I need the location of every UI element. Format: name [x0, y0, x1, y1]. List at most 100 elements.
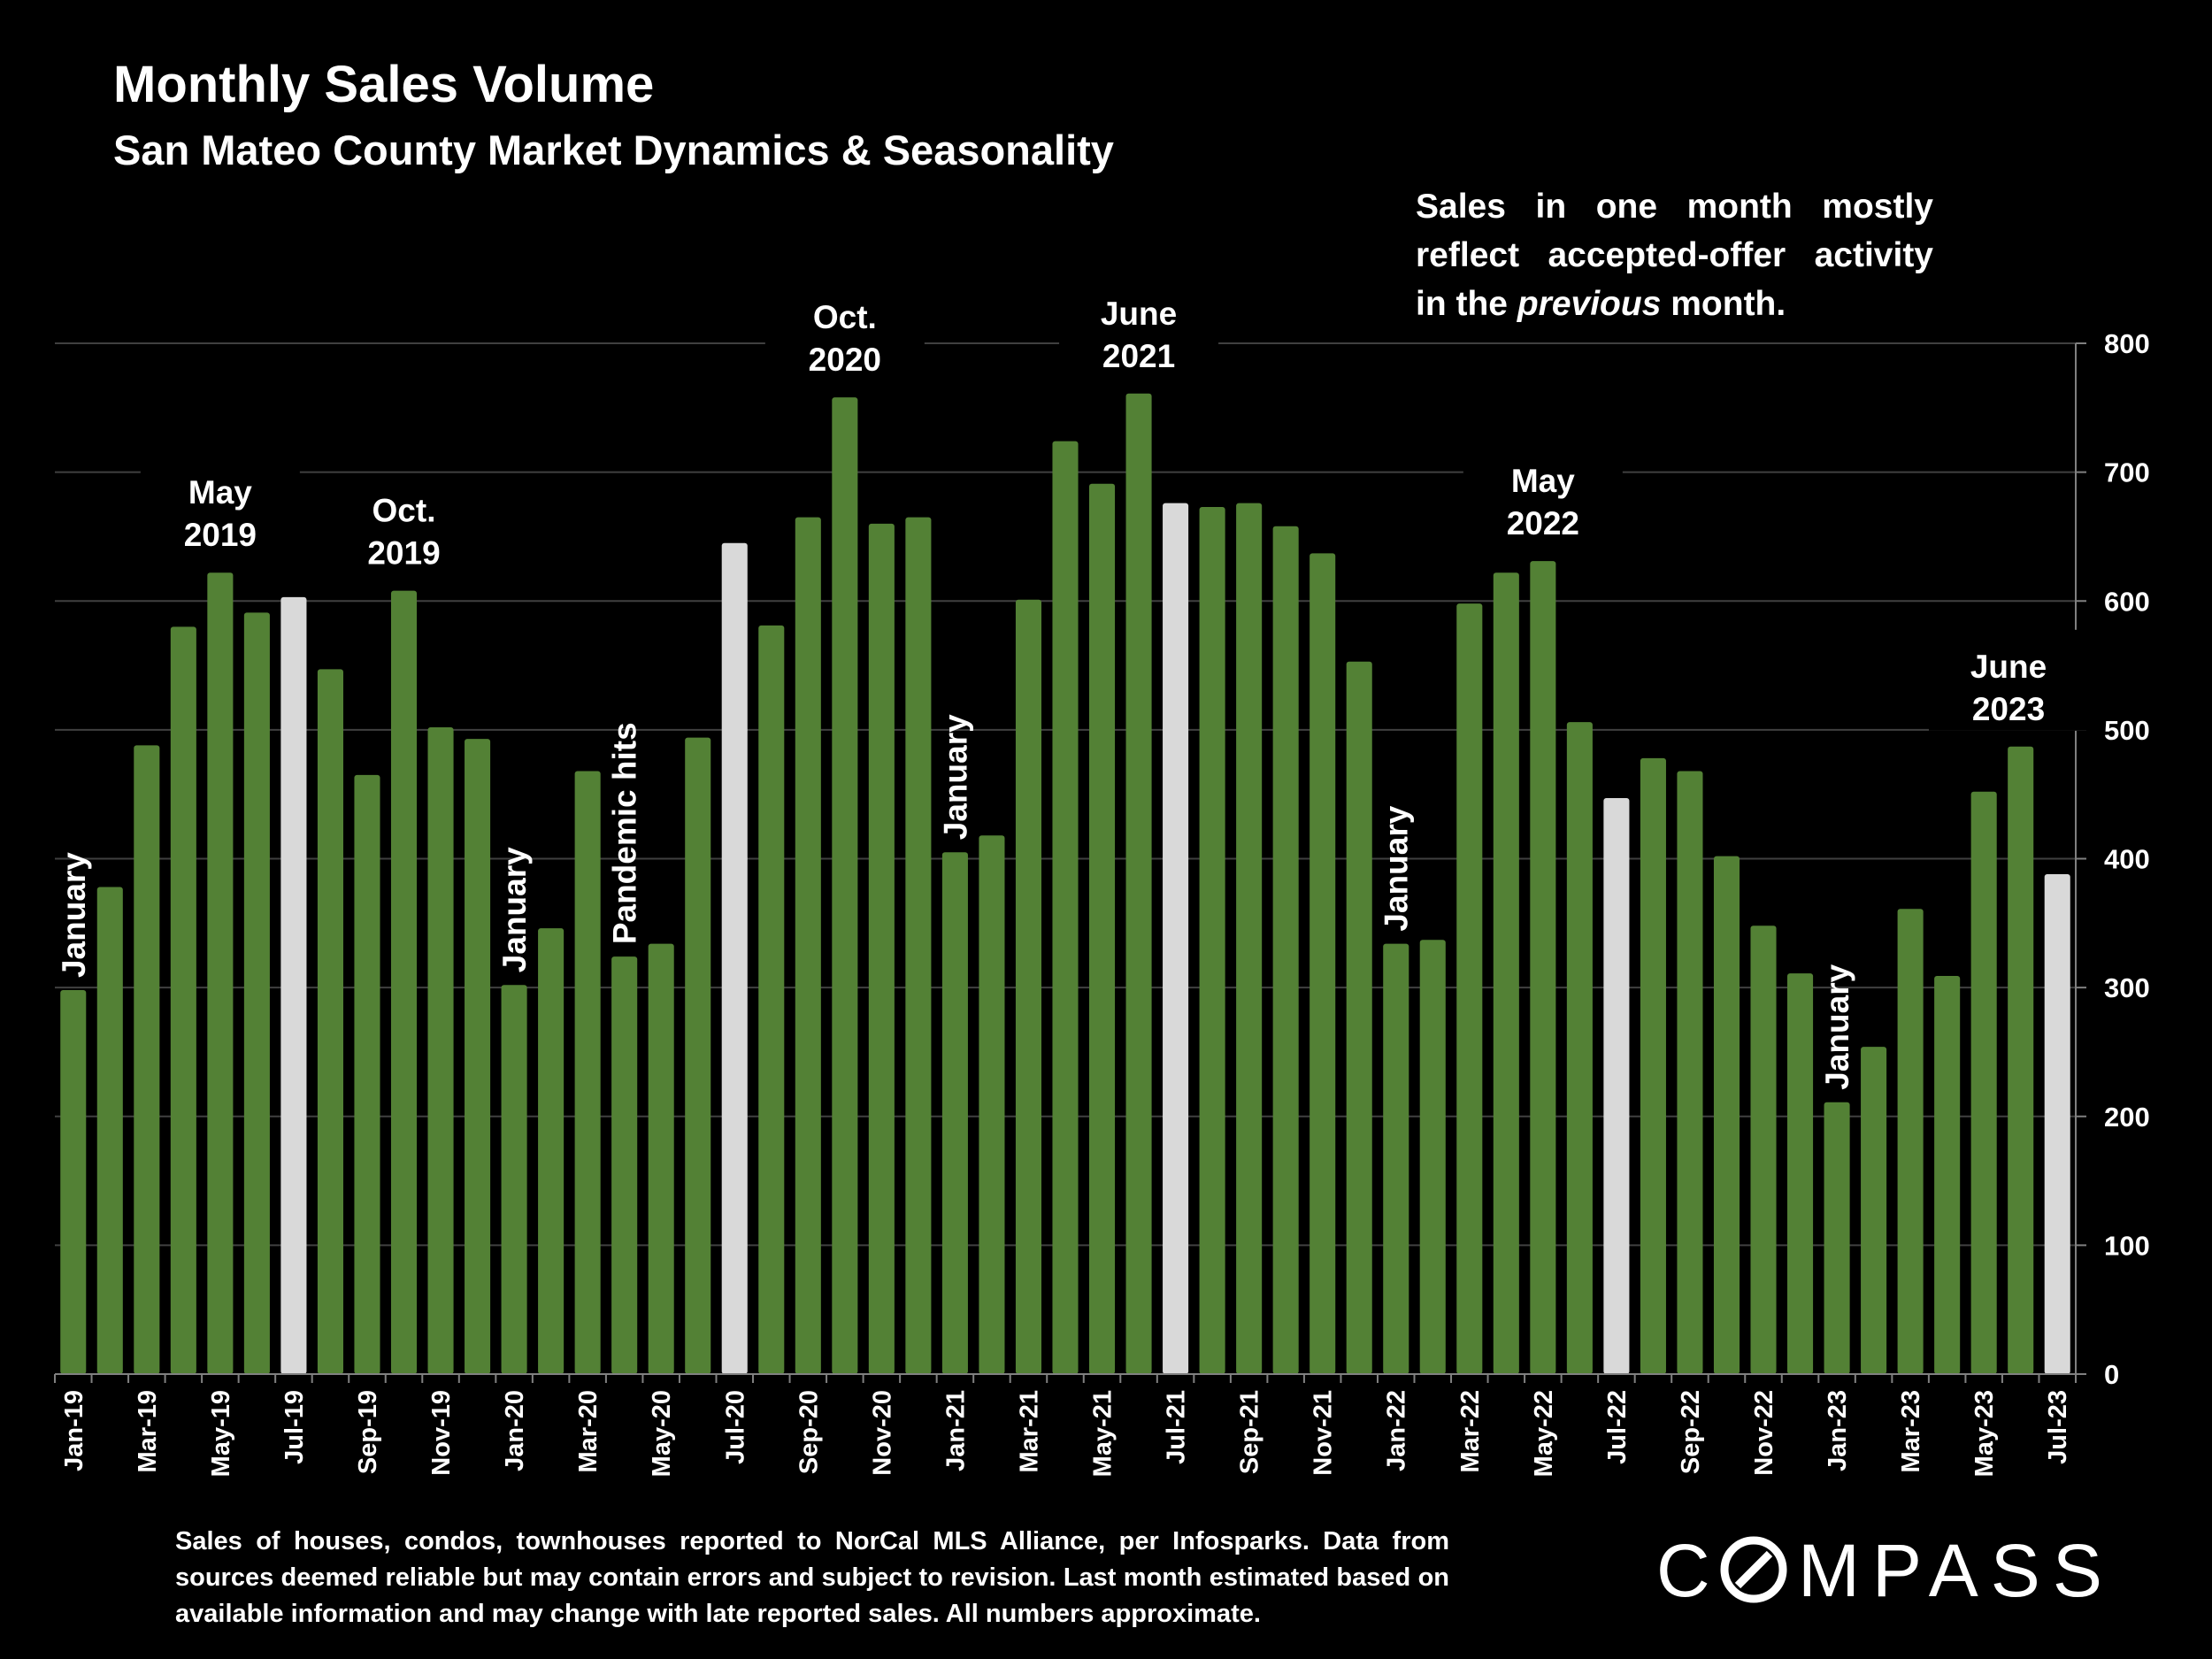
x-tick-label: Jul-20	[721, 1390, 749, 1464]
y-tick-label: 0	[2104, 1359, 2119, 1390]
annotations: January May 2019 Oct. 2019 January Pandemic hi…	[56, 276, 2088, 1090]
bar	[243, 612, 270, 1374]
annotation-backing	[1463, 444, 1623, 546]
y-tick-label: 700	[2104, 457, 2150, 488]
bar	[1383, 943, 1409, 1374]
x-tick-label: Jan-22	[1383, 1390, 1411, 1471]
bar	[60, 990, 87, 1374]
bar	[868, 523, 895, 1374]
chart-subtitle: San Mateo County Market Dynamics & Seaso…	[113, 127, 1114, 173]
bar	[941, 852, 968, 1374]
source-footnote: Sales of houses, condos, townhouses repo…	[175, 1527, 1449, 1628]
x-tick-label: Nov-22	[1750, 1390, 1778, 1476]
bar	[1125, 393, 1152, 1375]
annotation-backing	[764, 280, 925, 382]
annotation-label: Oct.	[813, 299, 877, 335]
y-tick-label: 300	[2104, 972, 2150, 1003]
x-tick-label: Nov-19	[427, 1390, 456, 1476]
bar	[96, 887, 123, 1374]
y-tick-label: 500	[2104, 715, 2150, 746]
bar	[1052, 441, 1079, 1374]
x-tick-label: Jul-23	[2044, 1390, 2072, 1464]
annotation-label: Pandemic hits	[607, 722, 643, 944]
bar	[1824, 1102, 1850, 1374]
bar	[317, 669, 343, 1374]
bar-highlighted	[2044, 873, 2070, 1374]
annotation-label: May	[1511, 463, 1575, 499]
x-tick-label: Mar-20	[574, 1390, 603, 1473]
bar	[134, 745, 160, 1374]
bar-highlighted	[280, 596, 307, 1374]
x-tick-label: Jul-22	[1603, 1390, 1632, 1464]
bar	[1530, 561, 1556, 1374]
bar	[1015, 599, 1042, 1374]
bar	[501, 985, 527, 1374]
bar	[1677, 771, 1703, 1374]
bar	[1640, 757, 1666, 1374]
axes	[54, 342, 2086, 1383]
y-tick-label: 200	[2104, 1102, 2150, 1133]
bar	[1787, 973, 1814, 1374]
x-tick-label: Mar-21	[1015, 1390, 1043, 1473]
compass-logo: C MPASS	[1656, 1529, 2115, 1612]
x-tick-label: Jan-21	[941, 1390, 970, 1471]
bar	[2008, 746, 2034, 1374]
annotation-label: January	[1379, 805, 1415, 931]
x-tick-label: Jan-23	[1824, 1390, 1852, 1471]
bar	[1310, 553, 1336, 1374]
annotation-backing	[140, 456, 300, 557]
bar	[832, 397, 858, 1375]
x-tick-label: Jan-19	[60, 1390, 88, 1471]
logo-letters: MPASS	[1798, 1529, 2115, 1612]
bar	[1934, 976, 1961, 1374]
annotation-backing	[1929, 629, 2088, 731]
y-tick-label: 600	[2104, 586, 2150, 617]
bar	[170, 626, 196, 1374]
x-tick-label: Mar-23	[1897, 1390, 1925, 1473]
bar	[538, 928, 565, 1374]
x-tick-label: Sep-19	[354, 1390, 382, 1474]
x-tick-label: Mar-22	[1456, 1390, 1485, 1473]
bar	[574, 771, 601, 1374]
x-tick-label: Jul-19	[280, 1390, 309, 1464]
annotation-label: 2019	[184, 517, 257, 553]
y-tick-labels: 0 100 200 300 400 500 600 700 800	[2104, 328, 2150, 1390]
bar	[1236, 503, 1263, 1374]
x-tick-label: May-19	[207, 1390, 235, 1477]
annotation-label: May	[188, 474, 252, 511]
y-tick-label: 100	[2104, 1230, 2150, 1261]
x-tick-label: Nov-21	[1310, 1390, 1338, 1476]
annotation-label: 2021	[1102, 338, 1175, 374]
x-tick-label: Jul-21	[1163, 1390, 1191, 1464]
bar	[758, 625, 785, 1374]
bar	[1199, 506, 1225, 1374]
x-tick-label: Sep-22	[1677, 1390, 1705, 1474]
bar	[1419, 940, 1446, 1374]
annotation-label: January	[937, 714, 973, 840]
bar	[207, 572, 234, 1374]
x-tick-label: May-20	[648, 1390, 676, 1477]
x-tick-label: Jan-20	[501, 1390, 529, 1471]
note-emphasis: previous	[1517, 285, 1662, 323]
annotation-label: 2022	[1507, 505, 1579, 541]
bar-highlighted	[721, 542, 748, 1374]
x-tick-label: Sep-20	[795, 1390, 823, 1474]
bar	[1566, 722, 1593, 1374]
bar	[1970, 791, 1997, 1374]
annotation-label: 2023	[1972, 691, 2045, 727]
logo-o-mark	[1720, 1536, 1787, 1603]
bar	[1272, 526, 1299, 1374]
seasonality-note: Sales in one month mostly reflect accept…	[1416, 182, 1933, 328]
bar	[1346, 661, 1372, 1374]
bar	[611, 956, 638, 1374]
bar	[465, 739, 491, 1374]
bar	[1713, 856, 1740, 1374]
bar	[1897, 909, 1924, 1374]
note-text-2: month.	[1661, 285, 1786, 323]
bar	[979, 835, 1005, 1374]
x-tick-label: Mar-19	[134, 1390, 162, 1473]
bar	[390, 590, 418, 1374]
bars	[60, 393, 2070, 1375]
annotation-backing	[1059, 276, 1219, 378]
